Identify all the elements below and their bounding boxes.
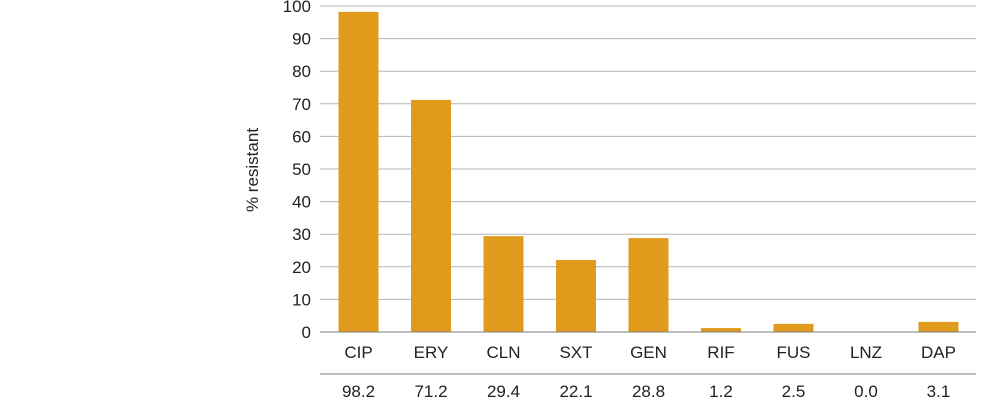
y-axis-ticks: 0 10 20 30 40 50 60 70 80 90 100 (283, 0, 311, 342)
value-labels: 98.2 71.2 29.4 22.1 28.8 1.2 2.5 0.0 3.1 (342, 382, 950, 401)
value-label: 71.2 (414, 382, 447, 401)
value-label: 1.2 (709, 382, 733, 401)
bars (338, 11, 959, 332)
bar-rif (701, 328, 741, 332)
x-tick-label: LNZ (850, 343, 882, 362)
bar-gen (628, 238, 669, 332)
bar-dap (918, 321, 959, 332)
y-tick-label: 50 (292, 160, 311, 179)
y-tick-label: 0 (302, 323, 311, 342)
bar-cln (483, 236, 524, 332)
x-tick-label: CLN (486, 343, 520, 362)
x-axis-ticks: CIP ERY CLN SXT GEN RIF FUS LNZ DAP (344, 343, 956, 362)
y-tick-label: 20 (292, 258, 311, 277)
bar-ery (411, 99, 451, 332)
y-axis-label: % resistant (243, 128, 262, 212)
value-label: 3.1 (927, 382, 951, 401)
value-label: 29.4 (487, 382, 520, 401)
bar-fus (773, 323, 814, 332)
y-tick-label: 70 (292, 95, 311, 114)
x-tick-label: FUS (777, 343, 811, 362)
y-tick-label: 60 (292, 127, 311, 146)
x-tick-label: SXT (559, 343, 592, 362)
y-tick-label: 40 (292, 193, 311, 212)
value-label: 0.0 (854, 382, 878, 401)
value-label: 98.2 (342, 382, 375, 401)
y-tick-label: 10 (292, 290, 311, 309)
y-tick-label: 80 (292, 62, 311, 81)
value-label: 28.8 (632, 382, 665, 401)
value-label: 2.5 (782, 382, 806, 401)
x-tick-label: RIF (707, 343, 734, 362)
x-tick-label: GEN (630, 343, 667, 362)
value-label: 22.1 (559, 382, 592, 401)
y-tick-label: 100 (283, 0, 311, 16)
y-tick-label: 30 (292, 225, 311, 244)
bar-cip (338, 11, 379, 332)
bar-sxt (556, 259, 596, 332)
x-tick-label: DAP (921, 343, 956, 362)
x-tick-label: ERY (414, 343, 449, 362)
x-tick-label: CIP (344, 343, 372, 362)
y-tick-label: 90 (292, 30, 311, 49)
